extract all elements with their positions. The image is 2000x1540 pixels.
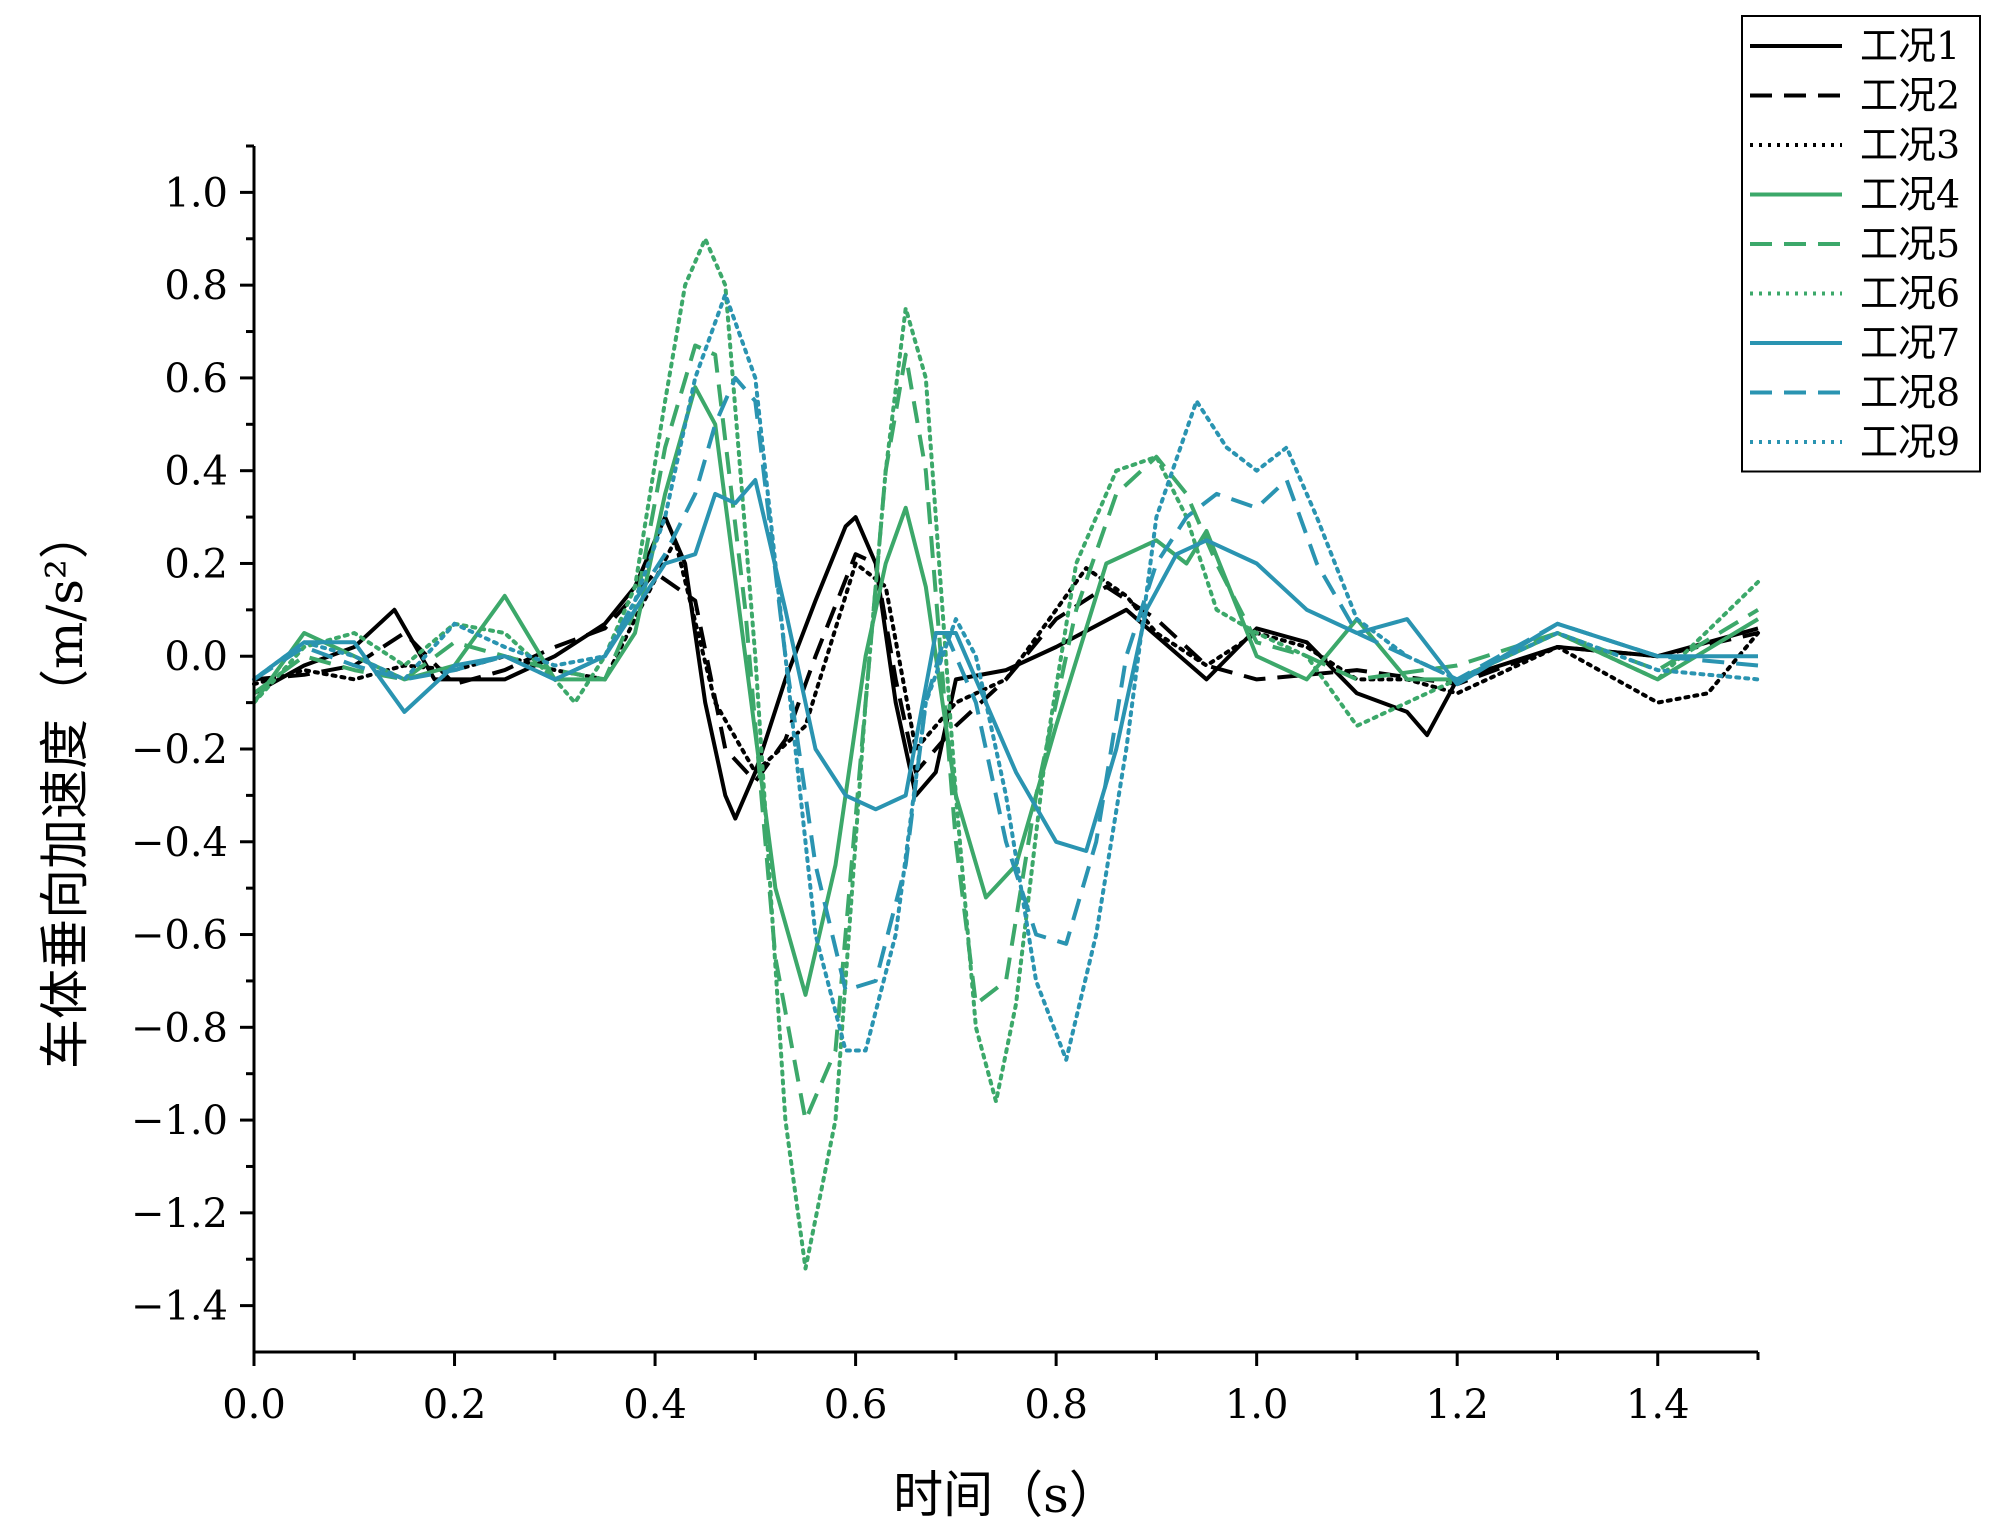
x-tick-label: 1.0 [1225, 1382, 1289, 1428]
legend: 工况1 工况2 工况3 工况4 工况5 工况6 工况7 工况8 工况9 [1741, 15, 1981, 473]
series-line-2 [253, 552, 1759, 784]
legend-box [1741, 15, 1981, 473]
plot-lines [252, 236, 1760, 1271]
y-tick-label: 0.0 [164, 634, 228, 680]
series-line-5 [252, 343, 1760, 1123]
x-tick-label: 1.2 [1425, 1382, 1489, 1428]
y-tick-label: −1.0 [131, 1098, 228, 1144]
y-ticks: 1.0 0.8 0.6 0.4 0.2 0.0 −0.2 −0.4 −0.6 −0.8 −1.0 −1… [131, 144, 254, 1330]
x-tick-label: 0.8 [1024, 1382, 1088, 1428]
legend-label: 工况9 [1860, 420, 1960, 464]
x-tick-label: 0.4 [623, 1382, 687, 1428]
series-line-3 [252, 538, 1760, 775]
y-tick-label: −0.8 [131, 1005, 228, 1051]
y-tick-label: −0.2 [131, 727, 228, 773]
y-tick-label: −1.4 [131, 1284, 228, 1330]
legend-label: 工况7 [1860, 321, 1960, 365]
legend-label: 工况2 [1860, 74, 1960, 118]
legend-label: 工况6 [1860, 272, 1960, 316]
x-ticks: 0.0 0.2 0.4 0.6 0.8 1.0 1.2 1.4 [222, 1352, 1760, 1428]
x-tick-label: 0.6 [824, 1382, 888, 1428]
y-tick-label: 0.4 [164, 449, 228, 495]
series-line-7 [252, 478, 1758, 853]
legend-label: 工况3 [1860, 123, 1960, 167]
series-line-4 [252, 385, 1760, 997]
x-tick-label: 0.0 [222, 1382, 286, 1428]
legend-label: 工况4 [1860, 173, 1960, 217]
series-line-9 [252, 292, 1760, 1062]
y-tick-label: 1.0 [164, 170, 228, 216]
series-line-6 [252, 236, 1760, 1271]
y-tick-label: 0.2 [164, 541, 228, 587]
x-axis-title: 时间（s） [893, 1466, 1119, 1524]
y-tick-label: 0.6 [164, 356, 228, 402]
y-tick-label: −0.6 [131, 913, 228, 959]
y-axis-title: 车体垂向加速度（m/s²） [36, 509, 94, 1069]
legend-label: 工况8 [1860, 371, 1960, 415]
y-tick-label: 0.8 [164, 263, 228, 309]
legend-label: 工况5 [1860, 222, 1960, 266]
y-tick-label: −1.2 [131, 1191, 228, 1237]
series-line-8 [252, 375, 1759, 993]
legend-label: 工况1 [1860, 24, 1960, 68]
x-tick-label: 0.2 [423, 1382, 487, 1428]
x-tick-label: 1.4 [1626, 1382, 1690, 1428]
series-line-1 [253, 515, 1759, 821]
y-tick-label: −0.4 [131, 820, 228, 866]
